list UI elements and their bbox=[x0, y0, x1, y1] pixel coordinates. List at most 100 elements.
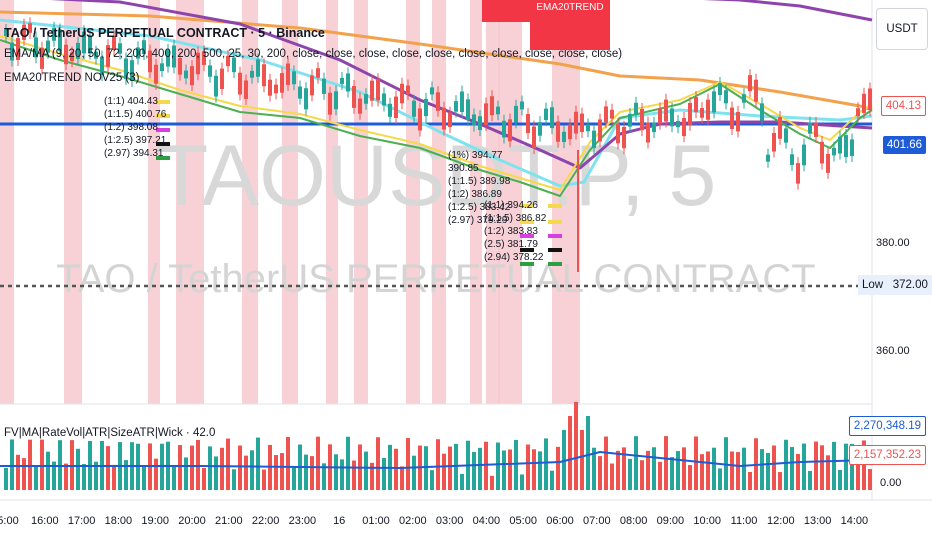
candle-body bbox=[634, 102, 638, 116]
target-marker bbox=[156, 156, 170, 160]
candle-body bbox=[100, 56, 104, 76]
candle-body bbox=[196, 52, 200, 75]
volume-bar bbox=[412, 455, 416, 490]
candle-body bbox=[760, 103, 764, 121]
candle-body bbox=[580, 113, 584, 132]
volume-bar bbox=[742, 447, 746, 490]
candle-body bbox=[676, 121, 680, 128]
volume-bar bbox=[772, 445, 776, 490]
candle-body bbox=[76, 42, 80, 59]
candle-body bbox=[796, 163, 800, 184]
candle-body bbox=[358, 98, 362, 114]
indicator-legend-ema20trend[interactable]: EMA20TREND NOV25 (3) bbox=[4, 72, 140, 84]
volume-bar bbox=[748, 471, 752, 490]
volume-bar bbox=[688, 465, 692, 490]
volume-bar bbox=[556, 446, 560, 490]
volume-bar bbox=[10, 439, 14, 490]
candle-body bbox=[514, 105, 518, 123]
candle-body bbox=[136, 47, 140, 59]
volume-bar bbox=[292, 466, 296, 490]
candle-body bbox=[280, 73, 284, 93]
volume-bar bbox=[598, 456, 602, 490]
candle-body bbox=[262, 64, 266, 87]
target-label: (1%) 394.77 bbox=[448, 150, 503, 161]
volume-bar bbox=[238, 445, 242, 490]
target-marker bbox=[520, 248, 534, 252]
time-tick: 21:00 bbox=[215, 515, 243, 527]
candle-body bbox=[850, 139, 854, 156]
volume-bar bbox=[592, 447, 596, 490]
volume-bar bbox=[4, 468, 8, 490]
volume-bar bbox=[454, 443, 458, 490]
ma-purple-line bbox=[49, 0, 873, 170]
candle-body bbox=[832, 147, 836, 156]
ticker-title: TAO / TetherUS PERPETUAL CONTRACT · 5 · … bbox=[4, 26, 325, 40]
candle-body bbox=[364, 94, 368, 104]
candle-body bbox=[856, 108, 860, 117]
volume-bar bbox=[694, 436, 698, 490]
volume-bar bbox=[700, 454, 704, 490]
time-tick: 13:00 bbox=[803, 515, 832, 527]
candle-body bbox=[160, 63, 164, 72]
volume-bar bbox=[664, 436, 668, 490]
candle-body bbox=[178, 58, 182, 75]
volume-bar bbox=[214, 456, 218, 490]
target-label: 390.85 bbox=[448, 163, 479, 174]
volume-ma-line bbox=[0, 451, 873, 469]
candle-body bbox=[700, 108, 704, 118]
volume-bar bbox=[640, 460, 644, 490]
volume-bar bbox=[850, 443, 854, 490]
target-marker bbox=[520, 234, 534, 238]
candle-body bbox=[772, 132, 776, 152]
volume-bar bbox=[568, 416, 572, 490]
volume-bar bbox=[280, 453, 284, 490]
session-band bbox=[64, 0, 82, 404]
time-tick: 23:00 bbox=[288, 515, 317, 527]
volume-bar bbox=[448, 446, 452, 490]
candle-body bbox=[268, 79, 272, 96]
candle-body bbox=[682, 118, 686, 137]
volume-bar bbox=[520, 474, 524, 490]
volume-bar bbox=[478, 447, 482, 490]
indicator-legend-ema[interactable]: EMA/MA (9, 20, 50, 72, 200, 400, 200, 50… bbox=[4, 48, 623, 60]
session-band bbox=[406, 0, 420, 404]
volume-bar bbox=[232, 469, 236, 490]
volume-bar bbox=[820, 445, 824, 490]
target-marker bbox=[548, 262, 562, 266]
candle-body bbox=[664, 99, 668, 122]
candle-body bbox=[58, 29, 62, 51]
candle-body bbox=[346, 73, 350, 92]
volume-bar bbox=[484, 441, 488, 490]
volume-bar bbox=[580, 430, 584, 490]
watermark-name: TAO / TetherUS PERPETUAL CONTRACT bbox=[56, 257, 815, 301]
time-tick: 16:00 bbox=[31, 515, 59, 527]
time-tick: 01:00 bbox=[362, 515, 390, 527]
volume-bar bbox=[376, 437, 380, 490]
candle-body bbox=[472, 114, 476, 126]
candle-body bbox=[202, 51, 206, 65]
candle-body bbox=[802, 144, 806, 166]
candle-body bbox=[646, 122, 650, 143]
osc-zero-label: 0.00 bbox=[880, 477, 902, 489]
candle-body bbox=[868, 88, 872, 111]
candle-body bbox=[22, 24, 26, 40]
candle-body bbox=[436, 92, 440, 111]
session-band bbox=[498, 0, 522, 404]
volume-bar bbox=[736, 452, 740, 490]
volume-bar bbox=[226, 438, 230, 490]
oscillator-title[interactable]: FV|MA|RateVol|ATR|SizeATR|Wick · 42.0 bbox=[4, 427, 216, 439]
target-marker bbox=[520, 262, 534, 266]
candle-body bbox=[352, 86, 356, 108]
volume-bar bbox=[346, 436, 350, 490]
currency-button[interactable]: USDT bbox=[876, 8, 928, 50]
candle-body bbox=[442, 107, 446, 130]
ma-purple-top bbox=[702, 0, 873, 22]
target-label: (1:1.5) 389.98 bbox=[448, 176, 511, 187]
candle-body bbox=[808, 122, 812, 134]
target-label: (1:1) 394.26 bbox=[484, 200, 538, 211]
candle-body bbox=[694, 97, 698, 113]
price-tag-red: 404.13 bbox=[880, 96, 926, 116]
volume-bar bbox=[310, 456, 314, 490]
candle-body bbox=[610, 109, 614, 119]
